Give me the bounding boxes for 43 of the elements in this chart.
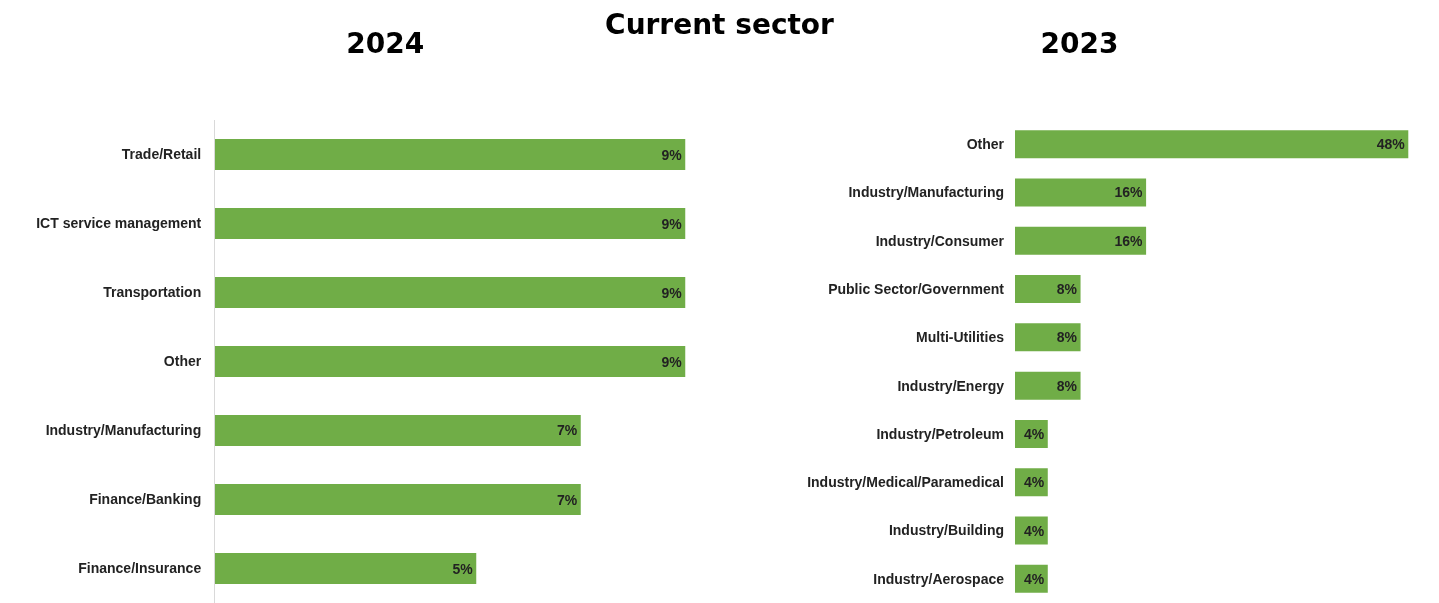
data-label: 4%	[1023, 522, 1045, 539]
bar	[1015, 323, 1081, 352]
bar	[1015, 226, 1147, 255]
y-tick-label: Other	[966, 136, 1005, 153]
y-tick-label: Industry/Consumer	[875, 232, 1005, 249]
data-label: 4%	[1023, 570, 1045, 587]
y-tick-label: Industry/Building	[888, 522, 1004, 539]
y-tick-label: Finance/Banking	[89, 491, 202, 508]
data-label: 8%	[1056, 329, 1078, 346]
data-label: 7%	[556, 422, 578, 439]
bar	[1015, 371, 1081, 400]
y-tick-label: Industry/Manufacturing	[848, 184, 1004, 201]
data-label: 4%	[1023, 425, 1045, 442]
y-tick-label: Transportation	[103, 284, 202, 301]
chart-title: 2023	[1040, 27, 1119, 61]
data-label: 7%	[556, 491, 578, 508]
data-label: 48%	[1376, 136, 1406, 153]
chart-title: 2024	[346, 27, 425, 61]
y-tick-label: Industry/Energy	[897, 377, 1005, 394]
data-label: 4%	[1023, 474, 1045, 491]
y-tick-label: Other	[163, 353, 202, 370]
data-label: 9%	[661, 146, 683, 163]
data-label: 9%	[661, 284, 683, 301]
data-label: 5%	[452, 560, 474, 577]
bar	[1015, 178, 1147, 207]
y-tick-label: Multi-Utilities	[916, 329, 1005, 346]
y-tick-label: Industry/Manufacturing	[45, 422, 202, 439]
data-label: 9%	[661, 215, 683, 232]
y-tick-label: Industry/Medical/Paramedical	[807, 474, 1004, 491]
data-label: 16%	[1114, 232, 1144, 249]
text: Current sector	[605, 8, 834, 41]
y-tick-label: Industry/Petroleum	[876, 425, 1004, 442]
data-label: 9%	[661, 353, 683, 370]
y-tick-label: Trade/Retail	[121, 146, 202, 163]
bar	[1015, 130, 1409, 159]
y-tick-label: Industry/Aerospace	[873, 570, 1005, 587]
y-tick-label: Finance/Insurance	[78, 560, 202, 577]
data-label: 8%	[1056, 377, 1078, 394]
y-tick-label: ICT service management	[36, 215, 202, 232]
data-label: 16%	[1114, 184, 1144, 201]
data-label: 8%	[1056, 281, 1078, 298]
bar	[1015, 275, 1081, 304]
y-tick-label: Public Sector/Government	[828, 280, 1005, 297]
